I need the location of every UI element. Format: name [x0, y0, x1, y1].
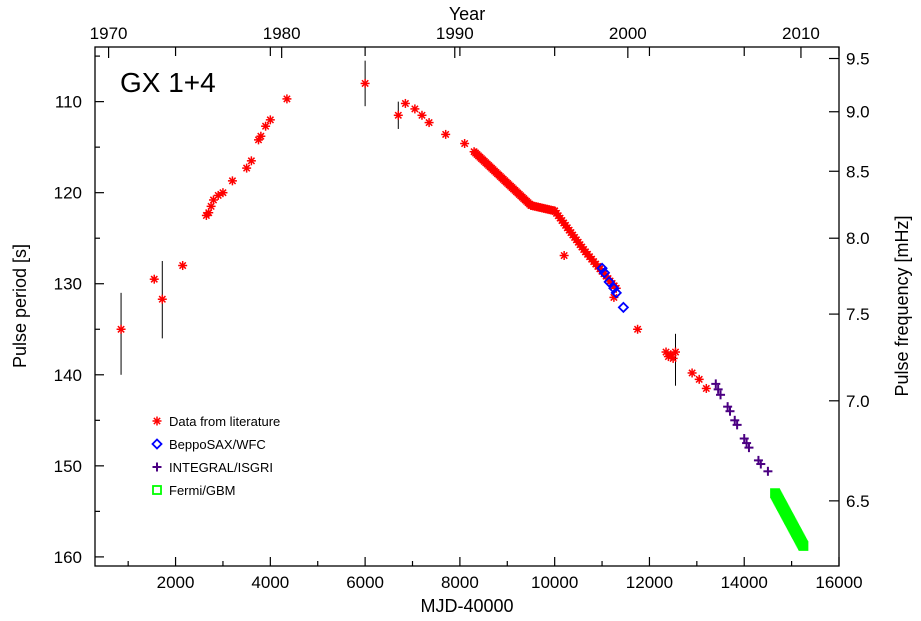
data-point-asterisk	[393, 110, 403, 120]
legend-entry-label: INTEGRAL/ISGRI	[169, 460, 273, 475]
x-tick-label: 2000	[157, 573, 195, 592]
data-point-asterisk	[687, 368, 697, 378]
data-point-asterisk	[152, 416, 162, 426]
data-point-plus	[744, 443, 754, 453]
data-point-plus	[739, 434, 749, 444]
y-tick-label: 140	[54, 366, 82, 385]
x-axis-title: MJD-40000	[420, 596, 513, 616]
data-point-diamond	[598, 267, 611, 279]
data-point-square	[152, 485, 162, 495]
x-tick-label: 10000	[531, 573, 578, 592]
data-point-asterisk	[242, 163, 252, 173]
data-point-square	[798, 541, 809, 551]
right-axis-title: Pulse frequency [mHz]	[892, 215, 912, 396]
x-tick-label: 16000	[815, 573, 862, 592]
data-point-asterisk	[282, 94, 292, 104]
y-tick-label: 150	[54, 457, 82, 476]
x-tick-label: 6000	[346, 573, 384, 592]
legend: Data from literature BeppoSAX/WFC INTEGRAL…	[151, 414, 280, 498]
x-tick-label: 12000	[626, 573, 673, 592]
plot-frame	[94, 46, 840, 567]
data-point-asterisk	[265, 115, 275, 125]
data-point-plus	[725, 406, 735, 416]
data-point-asterisk	[256, 131, 266, 141]
year-tick-label: 1990	[436, 24, 474, 43]
data-point-plus	[732, 420, 742, 430]
data-point-asterisk	[360, 78, 370, 88]
chart-annotation: GX 1+4	[120, 67, 216, 98]
data-point-diamond	[608, 282, 620, 295]
year-tick-label: 2000	[609, 24, 647, 43]
x-tick-label: 8000	[441, 573, 479, 592]
y-tick-label: 120	[54, 184, 82, 203]
data-point-asterisk	[671, 347, 681, 357]
data-point-asterisk	[246, 156, 256, 166]
x-tick-label: 4000	[251, 573, 289, 592]
freq-tick-label: 7.0	[846, 392, 870, 411]
data-point-asterisk	[424, 118, 434, 128]
data-point-diamond	[617, 301, 630, 314]
y-tick-label: 110	[55, 93, 82, 112]
data-point-diamond	[610, 287, 623, 299]
freq-tick-label: 9.5	[846, 50, 870, 69]
data-markers	[116, 78, 809, 551]
data-point-asterisk	[400, 98, 410, 108]
freq-tick-label: 8.0	[846, 229, 870, 248]
freq-tick-label: 9.0	[846, 103, 870, 122]
year-tick-label: 2010	[782, 24, 820, 43]
data-point-asterisk	[410, 104, 420, 114]
data-point-diamond	[596, 262, 608, 275]
freq-tick-label: 6.5	[846, 492, 870, 511]
data-point-asterisk	[633, 324, 643, 334]
data-point-asterisk	[417, 110, 427, 120]
y-tick-label: 130	[54, 275, 82, 294]
freq-tick-label: 7.5	[846, 305, 870, 324]
data-point-asterisk	[218, 188, 228, 198]
year-tick-label: 1980	[263, 24, 301, 43]
data-point-plus	[716, 390, 726, 400]
data-point-asterisk	[261, 121, 271, 131]
data-point-diamond	[151, 438, 163, 450]
data-point-plus	[730, 415, 740, 425]
data-point-plus	[763, 466, 773, 476]
year-tick-label: 1970	[90, 24, 128, 43]
legend-entry-label: Fermi/GBM	[169, 483, 235, 498]
legend-entry-label: Data from literature	[169, 414, 280, 429]
y-axis-title: Pulse period [s]	[10, 244, 30, 368]
data-point-asterisk	[227, 176, 237, 186]
freq-tick-label: 8.5	[846, 162, 870, 181]
data-point-plus	[152, 462, 162, 472]
data-point-plus	[742, 438, 752, 448]
x-tick-label: 14000	[721, 573, 768, 592]
data-point-plus	[711, 379, 721, 389]
data-point-asterisk	[701, 383, 711, 393]
data-point-asterisk	[116, 324, 126, 334]
data-point-asterisk	[460, 139, 470, 149]
data-point-asterisk	[559, 251, 569, 261]
y-tick-label: 160	[54, 548, 82, 567]
legend-entry-label: BeppoSAX/WFC	[169, 437, 266, 452]
data-point-asterisk	[157, 294, 167, 304]
data-point-plus	[713, 384, 723, 394]
top-axis-title: Year	[449, 4, 485, 24]
data-point-asterisk	[149, 274, 159, 284]
data-point-diamond	[603, 276, 615, 288]
data-point-asterisk	[178, 261, 188, 271]
error-bars	[120, 60, 677, 386]
data-point-asterisk	[694, 374, 704, 384]
data-point-plus	[756, 459, 766, 469]
axis-ticks: 2000 4000 6000 8000 10000 12000 14000 16000 1970…	[54, 24, 870, 592]
data-point-plus	[723, 402, 733, 412]
data-point-asterisk	[441, 129, 451, 139]
